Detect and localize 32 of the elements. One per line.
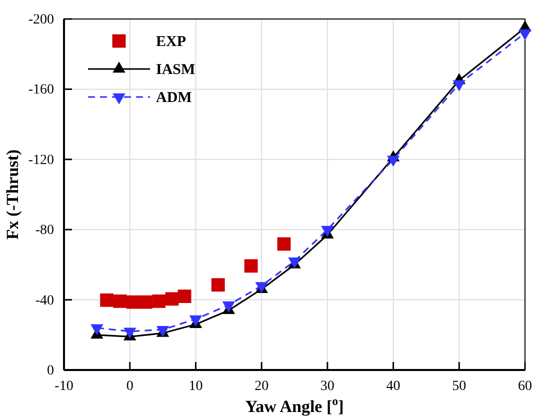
point: [178, 290, 192, 303]
point: [152, 294, 166, 308]
point: [165, 292, 179, 306]
y-tick-label: -200: [28, 12, 54, 28]
point: [244, 259, 258, 273]
legend-label: EXP: [156, 34, 186, 50]
point: [100, 293, 114, 307]
point: [138, 295, 152, 309]
legend-label: ADM: [156, 90, 192, 106]
point: [386, 156, 400, 167]
x-tick-label: 30: [320, 378, 334, 394]
x-tick-label: 20: [254, 378, 269, 394]
x-tick-label: 0: [126, 378, 134, 394]
y-tick-label: -40: [35, 293, 54, 308]
y-tick-label: -80: [35, 223, 54, 238]
x-tick-label: 40: [386, 378, 400, 394]
point: [277, 237, 291, 251]
y-axis-title: Fx (-Thrust): [3, 149, 22, 240]
point: [518, 29, 532, 40]
x-tick-label: -10: [54, 378, 74, 394]
x-tick-label: 50: [452, 378, 466, 394]
y-tick-label: -120: [28, 152, 54, 168]
x-axis-title: Yaw Angle [$^{o}$]: [245, 394, 344, 416]
point: [113, 294, 127, 308]
point: [126, 295, 140, 309]
y-tick-label: -160: [28, 82, 54, 98]
legend-label: IASM: [156, 62, 196, 78]
point: [211, 278, 225, 292]
x-tick-label: 10: [188, 378, 203, 394]
point: [452, 80, 466, 92]
y-tick-label: 0: [47, 363, 54, 378]
x-tick-label: 60: [518, 378, 532, 394]
